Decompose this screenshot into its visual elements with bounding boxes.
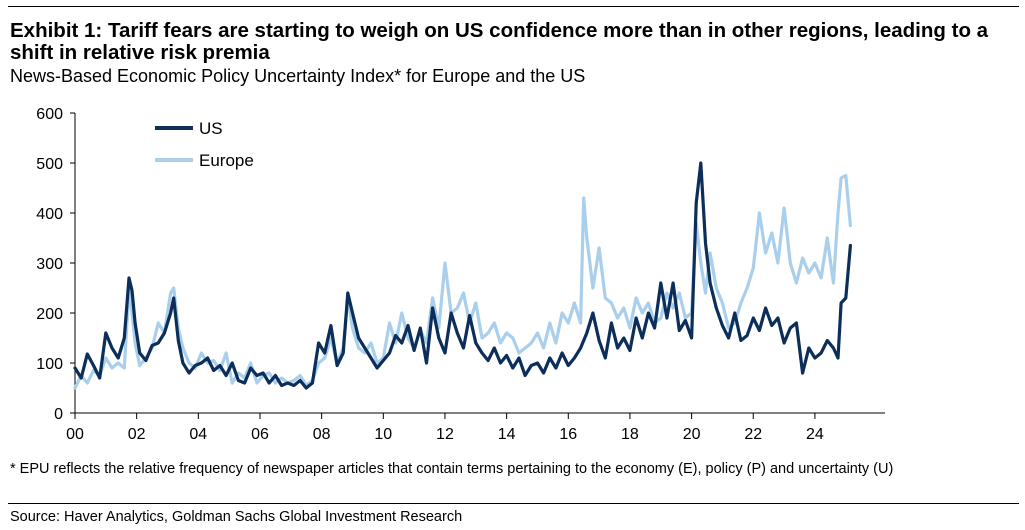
x-tick-label: 10 xyxy=(374,426,392,443)
y-tick-label: 400 xyxy=(36,206,63,223)
y-tick-label: 600 xyxy=(36,106,63,123)
x-tick-label: 12 xyxy=(436,426,454,443)
legend-label-europe: Europe xyxy=(199,151,254,170)
footnote: * EPU reflects the relative frequency of… xyxy=(10,461,894,477)
x-tick-label: 06 xyxy=(251,426,269,443)
chart-title: Exhibit 1: Tariff fears are starting to … xyxy=(10,19,989,64)
x-tick-label: 08 xyxy=(313,426,331,443)
x-tick-label: 16 xyxy=(559,426,577,443)
x-tick-label: 20 xyxy=(683,426,701,443)
y-tick-label: 300 xyxy=(36,256,63,273)
x-tick-label: 14 xyxy=(498,426,516,443)
source-note: Source: Haver Analytics, Goldman Sachs G… xyxy=(10,509,463,525)
y-tick-label: 0 xyxy=(54,406,63,423)
x-tick-label: 02 xyxy=(128,426,146,443)
chart-subtitle: News-Based Economic Policy Uncertainty I… xyxy=(10,66,586,86)
series-lines xyxy=(73,161,852,390)
series-line-europe xyxy=(73,173,852,390)
x-tick-label: 04 xyxy=(189,426,207,443)
x-tick-label: 24 xyxy=(806,426,824,443)
top-rule xyxy=(8,6,1019,7)
series-line-us xyxy=(73,161,852,390)
y-tick-label: 500 xyxy=(36,156,63,173)
y-tick-label: 200 xyxy=(36,306,63,323)
bottom-rule xyxy=(8,503,1019,504)
x-tick-label: 18 xyxy=(621,426,639,443)
x-tick-label: 22 xyxy=(744,426,762,443)
x-tick-label: 00 xyxy=(66,426,84,443)
line-chart: 0 100 200 300 400 500 600 00 02 04 06 08 10 12 14 16 18 2… xyxy=(36,106,885,443)
y-tick-label: 100 xyxy=(36,356,63,373)
legend: US Europe xyxy=(155,119,254,170)
legend-label-us: US xyxy=(199,119,223,138)
axes: 0 100 200 300 400 500 600 00 02 04 06 08 10 12 14 16 18 2… xyxy=(36,106,885,443)
